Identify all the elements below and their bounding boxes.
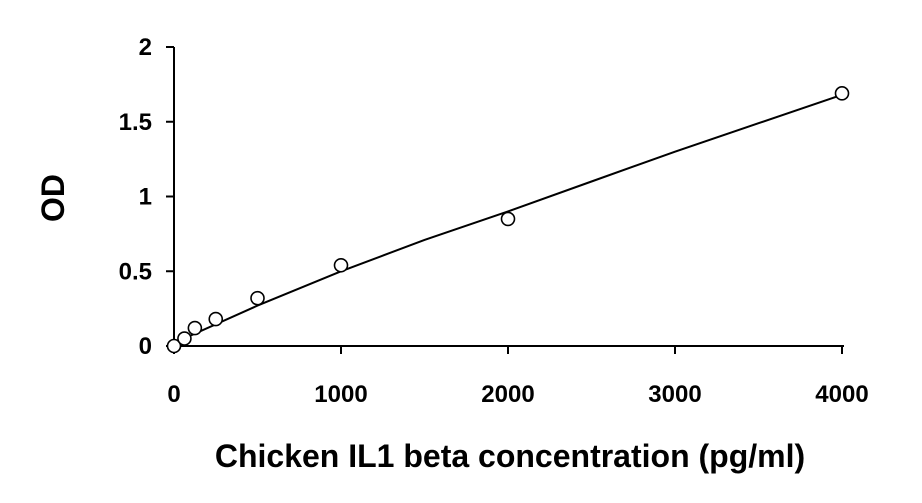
data-point: [250, 290, 265, 306]
plot-area: 0 0.5 1 1.5 2 0 1000 2000 3000 4000: [119, 34, 869, 408]
y-tick-label: 1.5: [119, 109, 152, 136]
x-tick-label: 2000: [481, 381, 534, 408]
y-tick-label: 1: [139, 184, 152, 211]
data-point: [500, 211, 516, 227]
trend-line: [173, 93, 843, 344]
data-point: [187, 320, 203, 336]
x-tick-label: 3000: [648, 381, 701, 408]
y-tick-label: 2: [139, 34, 152, 61]
data-point: [208, 311, 224, 327]
y-axis-ticks: 0 0.5 1 1.5 2: [119, 34, 174, 360]
x-tick-label: 4000: [815, 381, 868, 408]
data-point: [177, 331, 192, 346]
data-point: [834, 86, 850, 101]
x-tick-label: 1000: [314, 381, 367, 408]
x-axis-ticks: 0 1000 2000 3000 4000: [167, 346, 869, 408]
y-tick-label: 0: [139, 333, 152, 360]
y-tick-label: 0.5: [119, 258, 152, 285]
data-point: [166, 338, 182, 354]
data-points: [166, 86, 850, 354]
x-axis-title: Chicken IL1 beta concentration (pg/ml): [215, 438, 805, 474]
x-tick-label: 0: [167, 381, 180, 408]
y-axis-title: OD: [35, 174, 71, 222]
data-point: [333, 257, 349, 273]
